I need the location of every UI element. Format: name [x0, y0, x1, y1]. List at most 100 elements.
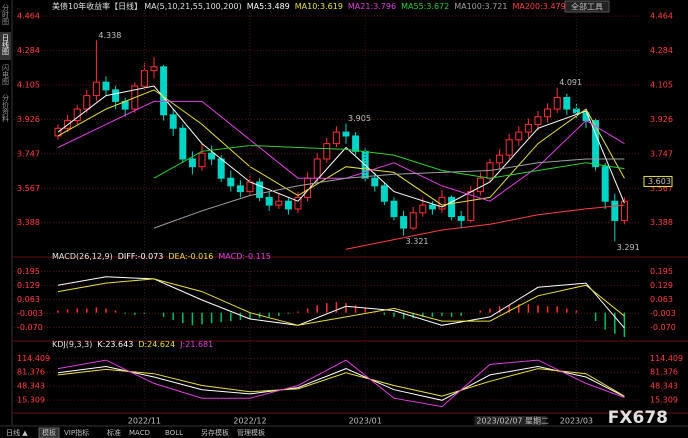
candle-body — [332, 131, 340, 145]
legend-entry: MA55:3.672 — [401, 2, 449, 11]
candle-body — [208, 152, 216, 160]
candle-body — [169, 114, 177, 129]
candle-body — [515, 131, 523, 141]
candle-body — [112, 89, 120, 102]
y-tick-label: 0.129 — [17, 281, 40, 290]
y-tick-label-right: 3.747 — [650, 149, 673, 158]
y-tick-label: 4.284 — [17, 46, 40, 55]
legend-entry: MACD:-0.115 — [218, 252, 270, 261]
candle-body — [83, 95, 91, 110]
price-marker-box — [643, 175, 673, 187]
price-annotation: 4.338 — [98, 31, 121, 40]
toolbar-item[interactable]: 模板 — [42, 428, 56, 437]
y-tick-label: 114.409 — [17, 354, 50, 363]
y-tick-label: 81.376 — [17, 368, 45, 377]
x-tick-label: 2022/12 — [233, 417, 266, 426]
candle-body — [275, 200, 283, 206]
sidebar-tab[interactable]: 分时图 — [2, 3, 10, 26]
candle-body — [448, 196, 456, 218]
y-tick-label: 3.747 — [17, 149, 40, 158]
panel-header: MACD(26,12,9) DIFF:-0.073 DEA:-0.016 MACD:-… — [52, 252, 271, 261]
candle-body — [524, 123, 532, 133]
x-tick-label: 2022/11 — [128, 417, 161, 426]
candle-body — [371, 177, 379, 187]
y-tick-label-right: 114.409 — [650, 354, 683, 363]
legend-entry: J:21.681 — [179, 340, 213, 349]
legend-entry: MA5:3.489 — [247, 2, 290, 11]
candle-body — [102, 81, 110, 91]
tools-button-label[interactable]: 全部工具 — [571, 2, 603, 12]
y-tick-label-right: 0.129 — [650, 281, 673, 290]
toolbar-item[interactable]: BOLL — [165, 429, 183, 437]
y-tick-label: 4.105 — [17, 81, 40, 90]
toolbar-item[interactable]: MACD — [129, 429, 150, 437]
price-annotation: 3.321 — [406, 237, 429, 246]
tools-button[interactable] — [564, 0, 610, 13]
panel-title: KDJ(9,3,3) — [52, 340, 92, 349]
y-tick-label: 0.195 — [17, 267, 40, 276]
price-annotation: 4.091 — [559, 78, 582, 87]
candle-body — [409, 212, 417, 229]
toolbar-item[interactable]: 标准 — [107, 428, 121, 437]
indicator-line — [345, 204, 625, 250]
candle-body — [140, 70, 148, 87]
toolbar-item[interactable]: VIP指标 — [64, 428, 89, 437]
candle-body — [323, 143, 331, 160]
y-tick-label-right: -0.003 — [650, 309, 676, 318]
panel-title: MACD(26,12,9) — [52, 252, 113, 261]
y-tick-label: -0.003 — [17, 309, 43, 318]
watermark: FX678 — [608, 408, 668, 428]
sidebar-tab[interactable]: 日线图 — [2, 34, 10, 56]
crosshair-date: 2023/02/07 星期二 — [476, 417, 549, 426]
legend-entry: K:23.643 — [97, 340, 133, 349]
candle-body — [428, 204, 436, 210]
candle-body — [179, 127, 187, 160]
panel-header: KDJ(9,3,3) K:23.643 D:24.624 J:21.681 — [52, 340, 213, 349]
y-tick-label: 48.343 — [17, 382, 45, 391]
toolbar-item[interactable]: 另存模板 — [201, 428, 229, 437]
candle-body — [236, 185, 244, 193]
candle-body — [601, 166, 609, 202]
candle-body — [217, 158, 225, 179]
candle-body — [160, 66, 168, 116]
candle-body — [313, 158, 321, 179]
candle-body — [352, 135, 360, 152]
panel-title: 美债10年收益率【日线】 — [52, 1, 142, 11]
candle-body — [265, 196, 273, 206]
sidebar-tab[interactable]: 闪电图 — [2, 63, 10, 86]
candle-body — [227, 177, 235, 187]
indicator-line — [57, 89, 625, 206]
sidebar-tab-bg — [0, 32, 11, 60]
candle-body — [294, 196, 302, 210]
candle-body — [611, 200, 619, 221]
y-tick-label-right: 15.309 — [650, 396, 678, 405]
panel-subtitle: MA(5,10,21,55,100,200) — [144, 2, 242, 11]
x-tick-label: 2023/01 — [349, 417, 382, 426]
y-tick-label-right: 4.105 — [650, 81, 673, 90]
y-tick-label-right: 81.376 — [650, 368, 678, 377]
sidebar-tab[interactable]: 分价资料 — [2, 93, 10, 123]
legend-entry: MA21:3.796 — [348, 2, 396, 11]
indicator-line — [153, 144, 625, 179]
toolbar-item[interactable]: 管理模板 — [237, 428, 265, 437]
y-tick-label-right: -0.070 — [650, 323, 676, 332]
legend-entry: DIFF:-0.073 — [118, 252, 164, 261]
toolbar-item[interactable]: 日线 ▲ — [6, 428, 28, 437]
candle-body — [400, 216, 408, 229]
candle-body — [198, 152, 206, 168]
candle-body — [476, 177, 484, 193]
candle-body — [256, 181, 264, 198]
legend-entry: DEA:-0.016 — [168, 252, 213, 261]
y-tick-label-right: 3.567 — [650, 184, 673, 193]
indicator-line — [57, 365, 625, 401]
price-marker: 3.603 — [648, 177, 671, 186]
candle-body — [553, 97, 561, 110]
y-tick-label: 3.388 — [17, 218, 40, 227]
y-tick-label: -0.070 — [17, 323, 43, 332]
candle-body — [284, 200, 292, 210]
indicator-line — [57, 85, 625, 208]
candle-body — [188, 158, 196, 168]
indicator-line — [57, 278, 625, 326]
